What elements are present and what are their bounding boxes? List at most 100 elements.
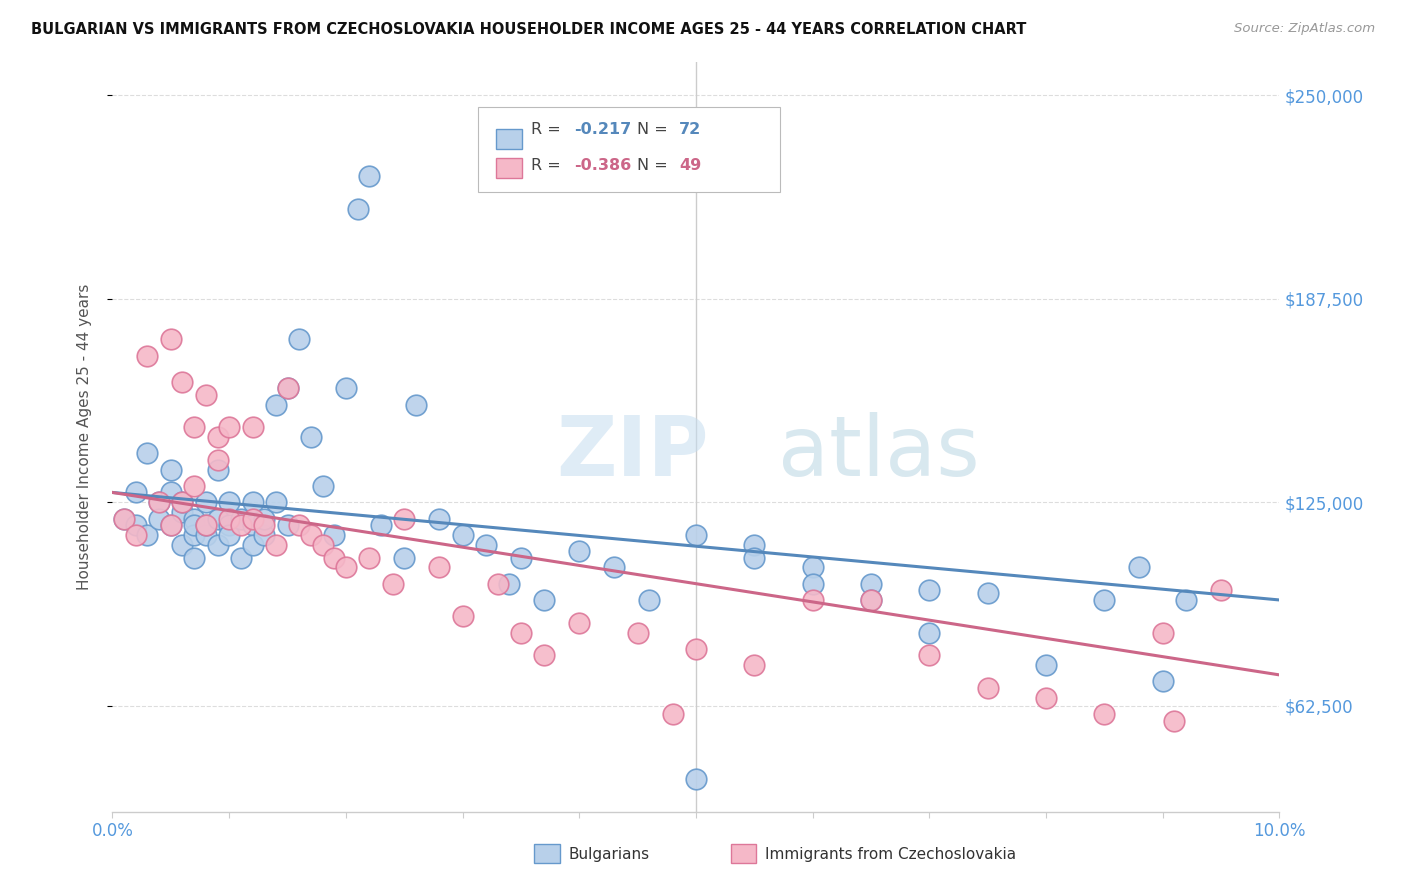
Point: [194, 518, 217, 533]
Point: [125, 528, 148, 542]
Point: [976, 681, 998, 695]
Text: Source: ZipAtlas.com: Source: ZipAtlas.com: [1234, 22, 1375, 36]
Point: [427, 511, 450, 525]
Point: [288, 332, 311, 346]
Point: [218, 511, 240, 525]
Text: BULGARIAN VS IMMIGRANTS FROM CZECHOSLOVAKIA HOUSEHOLDER INCOME AGES 25 - 44 YEAR: BULGARIAN VS IMMIGRANTS FROM CZECHOSLOVA…: [31, 22, 1026, 37]
Point: [172, 375, 194, 389]
Point: [1175, 593, 1198, 607]
Point: [346, 202, 368, 216]
Point: [218, 518, 240, 533]
Point: [742, 550, 765, 565]
Point: [136, 528, 159, 542]
Point: [568, 615, 591, 630]
Point: [860, 593, 883, 607]
Point: [148, 495, 170, 509]
Point: [229, 550, 252, 565]
Point: [801, 560, 824, 574]
Text: R =: R =: [531, 158, 567, 173]
Point: [427, 560, 450, 574]
Point: [229, 518, 252, 533]
Point: [207, 538, 229, 552]
Point: [172, 495, 194, 509]
Point: [335, 560, 357, 574]
Point: [183, 550, 205, 565]
Text: atlas: atlas: [778, 411, 980, 492]
Text: N =: N =: [637, 122, 673, 137]
Point: [918, 583, 941, 598]
Point: [1152, 674, 1174, 689]
Text: -0.386: -0.386: [574, 158, 631, 173]
Point: [498, 576, 520, 591]
Point: [242, 511, 264, 525]
Point: [323, 528, 346, 542]
Point: [160, 518, 183, 533]
Point: [207, 453, 229, 467]
Text: Immigrants from Czechoslovakia: Immigrants from Czechoslovakia: [765, 847, 1017, 863]
Point: [288, 518, 311, 533]
Point: [311, 479, 333, 493]
Point: [183, 479, 205, 493]
Point: [918, 648, 941, 663]
Point: [276, 381, 298, 395]
Point: [335, 381, 357, 395]
Point: [264, 495, 287, 509]
Point: [661, 706, 683, 721]
Point: [229, 511, 252, 525]
Point: [253, 528, 276, 542]
Point: [742, 538, 765, 552]
Point: [1209, 583, 1232, 598]
Point: [627, 625, 650, 640]
Point: [160, 463, 183, 477]
Point: [242, 495, 264, 509]
Point: [801, 576, 824, 591]
Point: [509, 625, 531, 640]
Point: [125, 518, 148, 533]
Point: [148, 495, 170, 509]
Point: [160, 485, 183, 500]
Point: [475, 538, 498, 552]
Text: 72: 72: [679, 122, 702, 137]
Point: [533, 648, 555, 663]
Point: [370, 518, 392, 533]
Point: [1035, 690, 1057, 705]
Point: [183, 420, 205, 434]
Point: [1163, 714, 1185, 728]
Point: [172, 505, 194, 519]
Point: [264, 397, 287, 411]
Text: 49: 49: [679, 158, 702, 173]
Point: [194, 528, 217, 542]
Point: [918, 625, 941, 640]
Point: [183, 511, 205, 525]
Point: [394, 550, 416, 565]
Point: [1152, 625, 1174, 640]
Point: [112, 511, 135, 525]
Point: [860, 576, 883, 591]
Point: [638, 593, 661, 607]
Point: [160, 518, 183, 533]
Point: [299, 430, 322, 444]
Point: [218, 528, 240, 542]
Point: [381, 576, 404, 591]
Point: [685, 772, 707, 786]
Point: [242, 538, 264, 552]
Point: [976, 586, 998, 600]
Point: [860, 593, 883, 607]
Point: [253, 511, 276, 525]
Point: [276, 518, 298, 533]
Point: [136, 349, 159, 363]
Point: [242, 420, 264, 434]
Text: ZIP: ZIP: [555, 411, 709, 492]
Point: [276, 381, 298, 395]
Point: [685, 641, 707, 656]
Point: [509, 550, 531, 565]
Point: [207, 430, 229, 444]
Point: [1094, 593, 1116, 607]
Point: [136, 446, 159, 460]
Point: [207, 511, 229, 525]
Point: [112, 511, 135, 525]
Point: [394, 511, 416, 525]
Point: [311, 538, 333, 552]
Point: [323, 550, 346, 565]
Point: [359, 550, 381, 565]
